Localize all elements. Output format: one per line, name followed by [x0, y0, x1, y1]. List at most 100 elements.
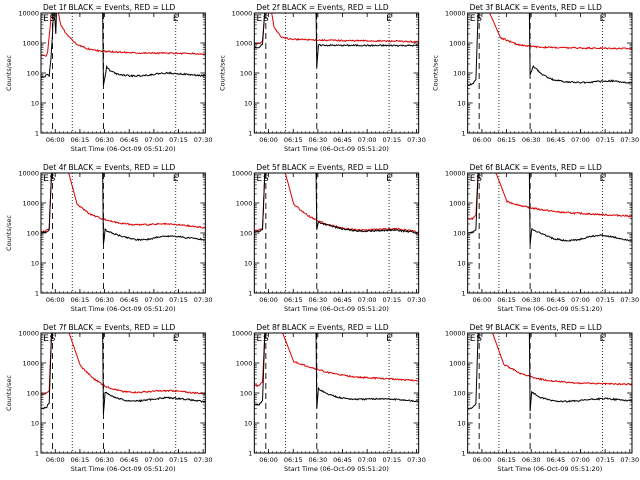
x-tick-label: 07:00 [571, 456, 590, 464]
x-axis-label: Start Time (06-Oct-09 05:51:20) [284, 465, 389, 473]
x-tick-label: 06:30 [522, 456, 541, 464]
x-tick-label: 06:45 [546, 456, 565, 464]
x-axis-label: Start Time (06-Oct-09 05:51:20) [284, 305, 389, 313]
x-tick-label: 06:00 [46, 456, 65, 464]
y-axis-label: Counts/sec [5, 375, 13, 411]
x-tick-label: 06:45 [333, 296, 352, 304]
event-marker-label: S [476, 334, 482, 344]
panel-title: Det 9f BLACK = Events, RED = LLD [470, 323, 603, 332]
chart-panel-4: Det 4f BLACK = Events, RED = LLD 1 10 100 10… [5, 163, 213, 313]
x-tick-label: 07:30 [620, 136, 639, 144]
events-series-line [41, 13, 206, 86]
x-tick-label: 06:00 [259, 136, 278, 144]
x-tick-label: 07:00 [358, 296, 377, 304]
event-marker-label: E [600, 14, 606, 24]
x-tick-label: 07:30 [194, 136, 213, 144]
x-tick-label: 06:45 [333, 456, 352, 464]
x-tick-label: 06:45 [120, 136, 139, 144]
panel-title: Det 1f BLACK = Events, RED = LLD [43, 3, 176, 12]
y-tick-label: 100 [27, 230, 39, 238]
x-tick-label: 07:15 [169, 136, 188, 144]
lld-series-line [254, 173, 419, 234]
plot-area [254, 173, 419, 235]
x-tick-label: 07:00 [144, 296, 163, 304]
lld-series-line [41, 13, 206, 57]
x-tick-label: 06:30 [95, 136, 114, 144]
y-tick-label: 1 [248, 290, 252, 298]
plot-frame [253, 172, 420, 294]
x-axis-label: Start Time (06-Oct-09 05:51:20) [71, 465, 176, 473]
x-tick-label: 07:15 [169, 456, 188, 464]
event-marker-label: E [43, 334, 49, 344]
events-series-line [467, 173, 632, 245]
y-axis-label: Counts/sec [432, 55, 440, 91]
chart-panel-9: Det 9f BLACK = Events, RED = LLD 1 10 100 10… [445, 323, 639, 473]
y-tick-label: 10000 [18, 330, 39, 338]
x-tick-label: 06:30 [522, 136, 541, 144]
y-tick-label: 100 [240, 390, 252, 398]
x-tick-label: 06:15 [71, 136, 90, 144]
x-tick-label: 06:15 [284, 296, 303, 304]
events-series-line [254, 13, 419, 68]
y-tick-label: 1000 [236, 200, 253, 208]
chart-panel-6: Det 6f BLACK = Events, RED = LLD 1 10 100 10… [445, 163, 639, 313]
y-tick-label: 100 [27, 70, 39, 78]
event-marker-label: S [50, 14, 56, 24]
plot-frame [467, 172, 633, 294]
x-tick-label: 06:00 [473, 296, 492, 304]
y-tick-label: 1 [248, 450, 252, 458]
lld-series-line [41, 333, 206, 396]
plot-frame [40, 172, 206, 294]
plot-area [41, 333, 206, 415]
chart-panel-8: Det 8f BLACK = Events, RED = LLD 1 10 100 10… [232, 323, 426, 473]
plot-area [467, 173, 632, 245]
x-tick-label: 07:15 [382, 296, 401, 304]
y-tick-label: 10 [31, 260, 39, 268]
x-tick-label: 07:15 [596, 136, 615, 144]
y-tick-label: 10000 [18, 170, 39, 178]
event-marker-label: E [173, 174, 179, 184]
y-tick-label: 10 [457, 260, 465, 268]
events-series-line [467, 333, 632, 412]
y-tick-label: 10000 [232, 330, 253, 338]
x-tick-label: 06:45 [120, 296, 139, 304]
event-marker-label: E [600, 334, 606, 344]
x-tick-label: 07:30 [194, 296, 213, 304]
panel-title: Det 5f BLACK = Events, RED = LLD [256, 163, 389, 172]
events-series-line [254, 173, 419, 235]
panel-title: Det 3f BLACK = Events, RED = LLD [470, 3, 603, 12]
x-tick-label: 06:30 [309, 456, 328, 464]
event-marker-label: E [386, 334, 392, 344]
x-tick-label: 06:00 [259, 296, 278, 304]
x-tick-label: 07:00 [358, 136, 377, 144]
y-tick-label: 1 [35, 450, 39, 458]
x-tick-label: 06:30 [95, 296, 114, 304]
x-tick-label: 07:15 [596, 296, 615, 304]
y-axis-label: Counts/sec [218, 55, 226, 91]
event-marker-label: E [386, 14, 392, 24]
event-marker-label: E [470, 14, 476, 24]
chart-panel-1: Det 1f BLACK = Events, RED = LLD 1 10 100 10… [5, 3, 213, 153]
x-tick-label: 06:15 [284, 136, 303, 144]
y-tick-label: 100 [453, 390, 465, 398]
x-tick-label: 06:30 [522, 296, 541, 304]
lld-series-line [254, 333, 419, 388]
y-tick-label: 1 [35, 290, 39, 298]
y-tick-label: 10000 [18, 10, 39, 18]
x-tick-label: 07:30 [407, 296, 426, 304]
event-marker-label: S [476, 14, 482, 24]
x-axis-label: Start Time (06-Oct-09 05:51:20) [71, 145, 176, 153]
x-tick-label: 06:15 [71, 456, 90, 464]
x-tick-label: 07:00 [571, 296, 590, 304]
y-tick-label: 1000 [449, 40, 466, 48]
x-tick-label: 06:15 [497, 136, 516, 144]
y-tick-label: 100 [453, 230, 465, 238]
panel-title: Det 8f BLACK = Events, RED = LLD [256, 323, 389, 332]
x-tick-label: 07:15 [596, 456, 615, 464]
panel-title: Det 2f BLACK = Events, RED = LLD [256, 3, 389, 12]
y-tick-label: 10 [244, 100, 252, 108]
y-tick-label: 1 [248, 130, 252, 138]
x-tick-label: 06:15 [71, 296, 90, 304]
y-axis-label: Counts/sec [5, 215, 13, 251]
x-axis-label: Start Time (06-Oct-09 05:51:20) [497, 305, 602, 313]
